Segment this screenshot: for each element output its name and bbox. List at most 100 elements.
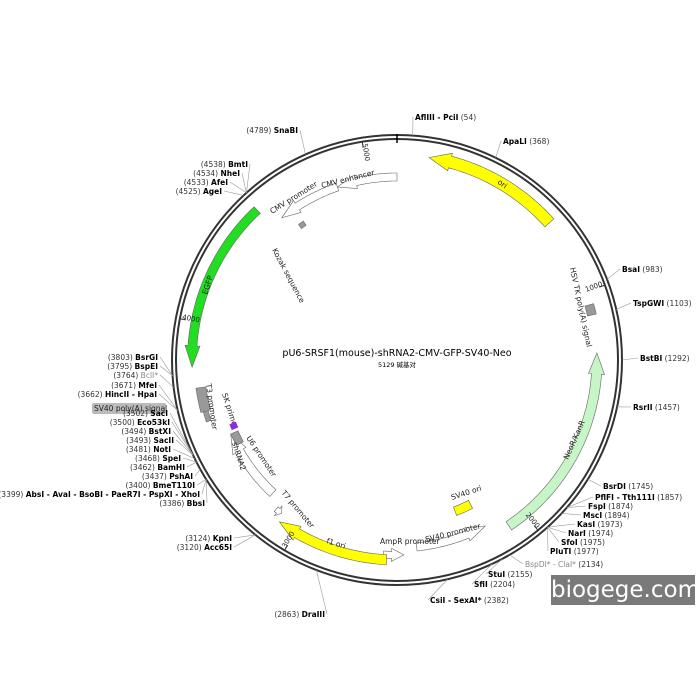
scale-label: 4000: [182, 313, 201, 324]
site-position: (3481): [126, 445, 153, 454]
site-position: (368): [527, 137, 550, 146]
site-position: (3124): [185, 534, 212, 543]
site-msci[interactable]: MscI (1894): [583, 511, 630, 520]
feature-neor-kanr[interactable]: [505, 352, 605, 531]
site-name: BstXI: [149, 427, 172, 436]
site-draiii[interactable]: (2863) DraIII: [274, 610, 325, 619]
feature-cmv-promoter[interactable]: [281, 182, 340, 219]
site-apali[interactable]: ApaLI (368): [503, 137, 549, 146]
feature-sv40-promoter[interactable]: [415, 525, 487, 552]
site-position: (54): [458, 113, 476, 122]
site-position: (3803): [108, 353, 135, 362]
site-stui[interactable]: StuI (2155): [488, 570, 533, 579]
site-leader: [233, 534, 256, 548]
site-bspei[interactable]: (3795) BspEI: [107, 362, 158, 371]
site-name: SpeI: [162, 454, 181, 463]
site-name: BstBI: [640, 354, 662, 363]
site-leader: [547, 527, 560, 543]
site-pluti[interactable]: PluTI (1977): [550, 547, 599, 556]
site-bstbi[interactable]: BstBI (1292): [640, 354, 690, 363]
site-csii-sexai[interactable]: CsiI - SexAI* (2382): [430, 596, 509, 605]
site-leader: [616, 302, 632, 310]
site-sfoi[interactable]: SfoI (1975): [561, 538, 605, 547]
site-position: (1974): [586, 529, 613, 538]
site-leader: [471, 563, 493, 585]
site-position: (983): [640, 265, 663, 274]
site-leader: [182, 457, 197, 463]
site-leader: [159, 356, 173, 376]
site-mfei[interactable]: (3671) MfeI: [111, 381, 157, 390]
site-afei[interactable]: (4533) AfeI: [184, 178, 228, 187]
site-kpni[interactable]: (3124) KpnI: [185, 534, 232, 543]
site-position: (3386): [159, 499, 186, 508]
site-name: BmtI: [228, 160, 248, 169]
site-leader: [158, 393, 178, 411]
site-absi-avai-bsobi-paer7i-pspxi-xhoi[interactable]: (3399) AbsI - AvaI - BsoBI - PaeR7I - Ps…: [0, 490, 200, 499]
site-spei[interactable]: (3468) SpeI: [135, 454, 181, 463]
site-nhei[interactable]: (4534) NheI: [193, 169, 240, 178]
site-sacii[interactable]: (3493) SacII: [126, 436, 174, 445]
site-saci[interactable]: (3502) SacI: [123, 409, 168, 418]
site-name: TspGWI: [633, 299, 664, 308]
site-bsai[interactable]: BsaI (983): [622, 265, 663, 274]
site-nari[interactable]: NarI (1974): [568, 529, 613, 538]
site-sfii[interactable]: SfiI (2204): [474, 580, 515, 589]
feature-ori[interactable]: [428, 152, 555, 228]
site-bspdi-clai[interactable]: BspDI* - ClaI* (2134): [525, 560, 603, 569]
feature-f1-ori[interactable]: [278, 521, 388, 566]
site-name: BmeT110I: [153, 481, 195, 490]
site-position: (3400): [125, 481, 152, 490]
sv40-polya-box[interactable]: [92, 403, 166, 414]
site-bamhi[interactable]: (3462) BamHI: [130, 463, 185, 472]
site-agei[interactable]: (4525) AgeI: [176, 187, 223, 196]
site-pshai[interactable]: (3437) PshAI: [142, 472, 193, 481]
site-position: (2382): [482, 596, 509, 605]
site-kasi[interactable]: KasI (1973): [577, 520, 623, 529]
feature-shrna2[interactable]: [230, 430, 244, 446]
feature-sv40-ori[interactable]: [453, 499, 473, 516]
site-name: SacII: [154, 436, 175, 445]
site-bmet110i[interactable]: (3400) BmeT110I: [125, 481, 195, 490]
site-afliii-pcii[interactable]: AflIII - PciI (54): [415, 113, 476, 122]
site-acc65i[interactable]: (3120) Acc65I: [177, 543, 232, 552]
site-bsrdi[interactable]: BsrDI (1745): [603, 482, 653, 491]
site-name: Eco53kI: [137, 418, 170, 427]
site-position: (3795): [107, 362, 134, 371]
feature-kozak-sequence[interactable]: [298, 220, 307, 229]
site-bmti[interactable]: (4538) BmtI: [201, 160, 248, 169]
backbone-outer: [171, 134, 623, 586]
site-fspi[interactable]: FspI (1874): [588, 502, 633, 511]
site-tspgwi[interactable]: TspGWI (1103): [633, 299, 692, 308]
site-name: ApaLI: [503, 137, 527, 146]
site-leader: [547, 523, 576, 528]
feature-t7-promoter[interactable]: [273, 505, 283, 517]
site-position: (4533): [184, 178, 211, 187]
site-pflfi-tth111i[interactable]: PflFI - Tth111I (1857): [595, 493, 682, 502]
site-leader: [495, 140, 502, 158]
site-eco53ki[interactable]: (3500) Eco53kI: [110, 418, 170, 427]
site-position: (3671): [111, 381, 138, 390]
scale-label: 3000: [281, 530, 297, 549]
site-leader: [427, 579, 448, 601]
feature-t3-promoter[interactable]: [195, 386, 211, 413]
site-position: (4525): [176, 187, 203, 196]
site-rsrii[interactable]: RsrII (1457): [633, 403, 680, 412]
site-name: SacI: [150, 409, 168, 418]
site-position: (3120): [177, 543, 204, 552]
site-leader: [509, 554, 524, 565]
feature-egfp[interactable]: [184, 206, 261, 369]
site-noti[interactable]: (3481) NotI: [126, 445, 171, 454]
feature-cmv-enhancer[interactable]: [336, 172, 398, 189]
feature-label-kozak-sequence: Kozak sequence: [270, 247, 307, 305]
site-snabi[interactable]: (4789) SnaBI: [246, 126, 298, 135]
site-bcli[interactable]: (3764) BclI*: [113, 371, 158, 380]
site-bbsi[interactable]: (3386) BbsI: [159, 499, 205, 508]
site-position: (3662): [78, 390, 105, 399]
site-bsrgi[interactable]: (3803) BsrGI: [108, 353, 158, 362]
site-bstxi[interactable]: (3494) BstXI: [121, 427, 171, 436]
site-position: (3502): [123, 409, 150, 418]
site-name: NheI: [221, 169, 241, 178]
feature-hsv-tk-poly-a-signal[interactable]: [584, 303, 597, 317]
site-hincii-hpai[interactable]: (3662) HincII - HpaI: [78, 390, 158, 399]
